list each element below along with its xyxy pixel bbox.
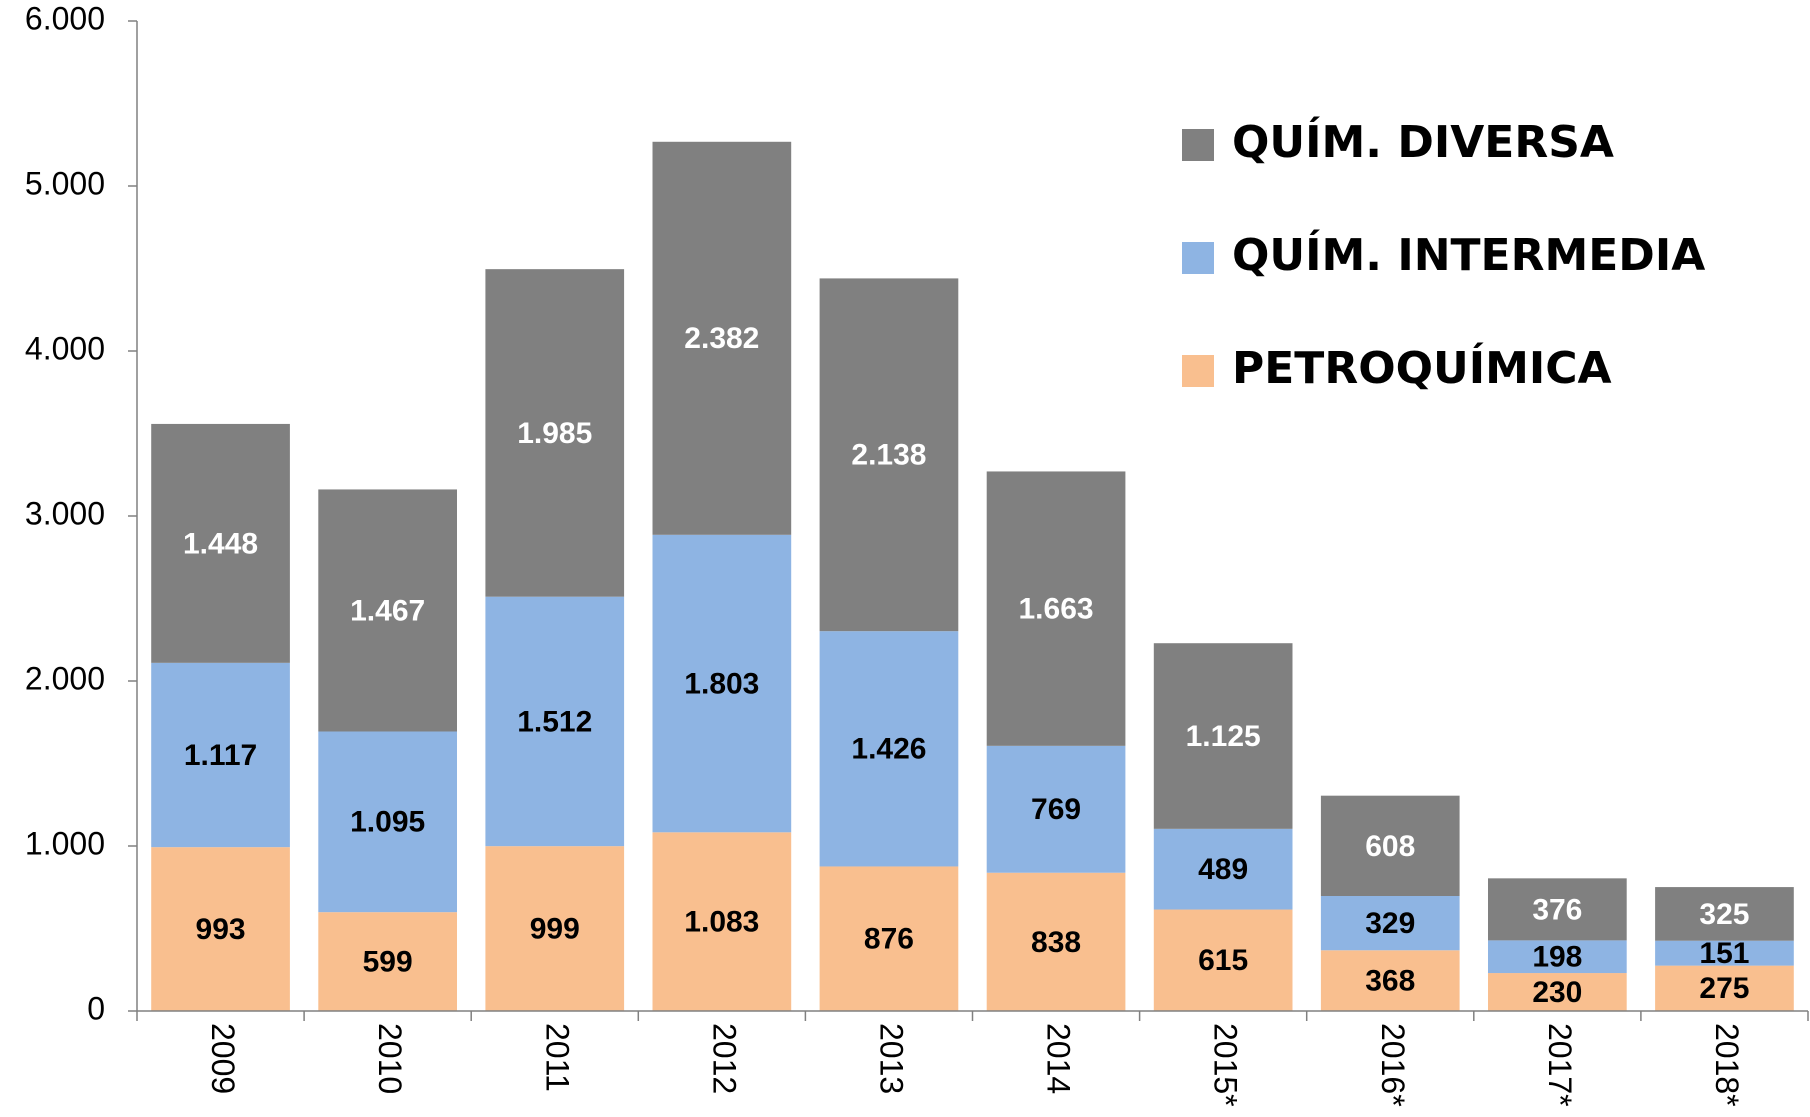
bar-segment: [151, 662, 290, 848]
y-tick-label: 1.000: [25, 825, 105, 861]
bar-segment: [819, 866, 959, 1011]
bar-segment: [1488, 973, 1627, 1011]
bar-segment: [1320, 950, 1460, 1011]
value-label: 325: [1699, 898, 1749, 931]
bar-segment: [485, 596, 625, 847]
bar-segment: [1655, 887, 1794, 941]
value-label: 993: [196, 913, 246, 946]
bar-segment: [318, 912, 457, 1011]
bar-segment: [652, 534, 792, 833]
value-label: 1.125: [1186, 720, 1261, 753]
bar-segment: [819, 278, 959, 632]
value-label: 2.138: [851, 439, 926, 472]
value-label: 876: [864, 923, 914, 956]
bar-segment: [986, 471, 1126, 746]
value-label: 1.512: [517, 705, 592, 738]
y-tick-label: 0: [87, 990, 105, 1026]
x-tick-label: 2014: [1041, 1023, 1077, 1094]
bar-segment: [1320, 895, 1460, 951]
value-label: 198: [1532, 941, 1582, 974]
value-label: 1.095: [350, 806, 425, 839]
x-tick-label: 2011: [539, 1023, 575, 1092]
y-tick-label: 2.000: [25, 660, 105, 696]
y-tick-label: 6.000: [25, 0, 105, 36]
bar-segment: [1488, 878, 1627, 941]
bar-segment: [986, 745, 1126, 873]
value-label: 2.382: [684, 322, 759, 355]
legend-label: PETROQUÍMICA: [1232, 341, 1612, 394]
value-label: 1.663: [1019, 593, 1094, 626]
value-label: 489: [1198, 853, 1248, 886]
bar-segment: [986, 872, 1126, 1011]
bar-segment: [1655, 940, 1794, 966]
x-tick-label: 2018*: [1709, 1023, 1745, 1107]
value-label: 329: [1365, 907, 1415, 940]
value-label: 599: [363, 946, 413, 979]
bar-segment: [652, 832, 792, 1011]
bar-segment: [151, 423, 290, 663]
y-tick-label: 4.000: [25, 330, 105, 366]
bar-segment: [652, 141, 792, 535]
legend-label: QUÍM. INTERMEDIA: [1232, 228, 1705, 281]
bar-segment: [819, 631, 959, 867]
value-label: 769: [1031, 793, 1081, 826]
x-tick-label: 2012: [706, 1023, 742, 1094]
value-label: 1.467: [350, 594, 425, 627]
value-label: 1.985: [517, 417, 592, 450]
bar-segment: [1655, 965, 1794, 1011]
value-label: 151: [1699, 937, 1749, 970]
value-label: 1.117: [184, 739, 257, 772]
value-label: 275: [1699, 972, 1749, 1005]
legend-label: QUÍM. DIVERSA: [1232, 115, 1614, 168]
x-tick-label: 2009: [205, 1023, 241, 1094]
value-label: 368: [1365, 965, 1415, 998]
bar-segment: [1320, 795, 1460, 896]
bar-segment: [151, 847, 290, 1011]
x-tick-label: 2017*: [1542, 1023, 1578, 1107]
bar-segment: [485, 269, 625, 597]
bar-segment: [1153, 909, 1293, 1011]
y-tick-label: 5.000: [25, 165, 105, 201]
value-label: 1.426: [851, 733, 926, 766]
bar-segment: [1153, 643, 1293, 829]
value-label: 615: [1198, 944, 1248, 977]
x-tick-label: 2015*: [1208, 1023, 1244, 1107]
value-label: 608: [1365, 830, 1415, 863]
value-label: 999: [530, 913, 580, 946]
x-tick-label: 2013: [873, 1023, 909, 1094]
value-label: 376: [1532, 893, 1582, 926]
x-tick-label: 2016*: [1375, 1023, 1411, 1107]
value-label: 838: [1031, 926, 1081, 959]
bar-segment: [1153, 828, 1293, 910]
value-label: 1.803: [684, 667, 759, 700]
legend-swatch: [1182, 129, 1214, 161]
legend-swatch: [1182, 355, 1214, 387]
value-label: 1.083: [684, 906, 759, 939]
bar-segment: [485, 846, 625, 1011]
value-label: 230: [1532, 976, 1582, 1009]
bar-segment: [318, 731, 457, 913]
x-tick-label: 2010: [372, 1023, 408, 1094]
value-label: 1.448: [183, 527, 258, 560]
bar-segment: [318, 489, 457, 732]
bar-segment: [1488, 940, 1627, 974]
legend-swatch: [1182, 242, 1214, 274]
y-tick-label: 3.000: [25, 495, 105, 531]
